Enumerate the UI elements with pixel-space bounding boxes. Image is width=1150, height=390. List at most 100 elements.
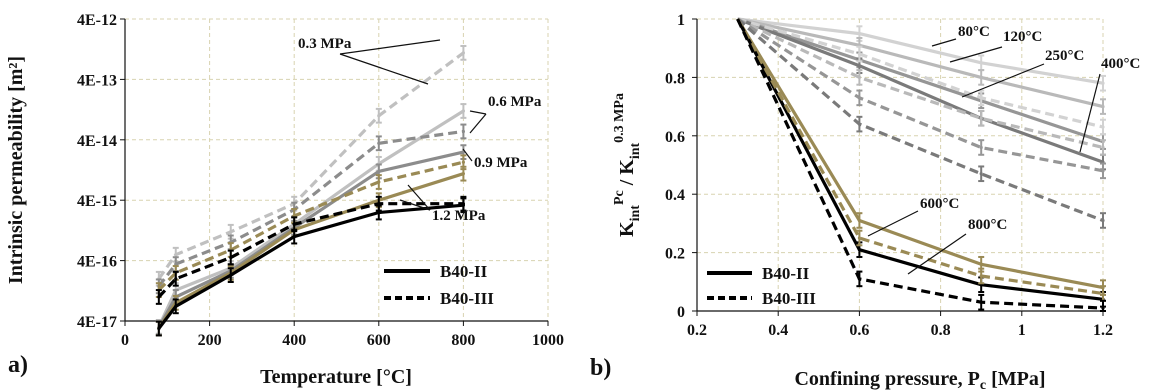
- annotation-250c: 250°C: [1045, 48, 1084, 64]
- data-point: [979, 116, 983, 120]
- series-line-b40-iii-800-c: [736, 18, 1104, 310]
- series-line-b40-ii-80-c: [737, 17, 1104, 85]
- series-line-b40-iii-0-9-mpa: [157, 160, 464, 292]
- leader-0.3mpa-b: [339, 39, 441, 55]
- x-axis-label-a: Temperature [°C]: [260, 366, 412, 388]
- y-tick-label-b: 1: [677, 12, 685, 29]
- legend-a-item-b40-ii: B40-II: [440, 262, 488, 281]
- data-point: [461, 51, 465, 55]
- data-point: [979, 172, 983, 176]
- x-tick-label-b: 0.4: [768, 322, 788, 339]
- data-point: [1101, 105, 1105, 109]
- leader-0.6mpa-b: [469, 113, 487, 134]
- x-tick-label-a: 600: [367, 332, 391, 349]
- series-line-b40-ii-1-2-mpa: [157, 203, 464, 330]
- data-point: [461, 172, 465, 176]
- annotation-0.9mpa: 0.9 MPa: [474, 155, 528, 171]
- annotation-0.6mpa: 0.6 MPa: [488, 94, 542, 110]
- x-tick-label-a: 800: [451, 332, 475, 349]
- x-axis-label-b-unit: [MPa]: [986, 368, 1045, 390]
- x-tick-label-b: 1.2: [1093, 322, 1113, 339]
- data-point: [1101, 169, 1105, 173]
- y-tick-label-b: 0.8: [665, 70, 685, 87]
- panel-label-b: b): [590, 355, 611, 381]
- data-point: [1101, 218, 1105, 223]
- y-tick-label-a: 4E-15: [77, 193, 117, 210]
- data-point: [461, 202, 465, 206]
- data-point: [979, 145, 983, 150]
- axes-b: [696, 19, 1103, 312]
- x-tick-label-a: 1000: [532, 332, 564, 349]
- x-axis-label-b: Confining pressure, Pc [MPa]: [794, 368, 1045, 390]
- panel-label-a: a): [8, 352, 28, 378]
- x-axis-label-b-main: Confining pressure, P: [794, 368, 979, 390]
- series-line-b40-iii-250-c: [736, 17, 1104, 173]
- series-line-b40-ii-400-c: [737, 17, 1104, 164]
- series-line-b40-iii-400-c: [736, 17, 1104, 222]
- series-line-b40-iii-120-c: [736, 17, 1104, 150]
- leader-250c: [961, 63, 1045, 98]
- y-tick-label-a: 4E-13: [77, 72, 117, 89]
- leader-0.6mpa-a: [469, 110, 487, 115]
- data-point: [377, 114, 381, 118]
- data-point: [979, 274, 983, 278]
- annotation-600c: 600°C: [920, 196, 959, 212]
- series-b: [736, 17, 1106, 312]
- data-point: [857, 122, 862, 126]
- x-tick-label-b: 1: [1018, 322, 1026, 339]
- legend-b-item-b40-iii: B40-III: [762, 289, 816, 308]
- panel-b: 0.2 0.4 0.6 0.8 1 1.200.20.40.60.81 80°C 120°…: [590, 12, 1140, 390]
- y-axis-label-b-k1: K: [616, 221, 638, 237]
- series-line-b40-ii-600-c: [736, 18, 1104, 290]
- data-point: [229, 255, 233, 260]
- data-point: [979, 262, 983, 266]
- data-point: [377, 210, 381, 215]
- x-tick-label-b: 0.8: [931, 322, 951, 339]
- legend-a-item-b40-iii: B40-III: [440, 289, 494, 308]
- leader-0.3mpa-a: [339, 53, 429, 85]
- y-tick-label-a: 4E-16: [77, 254, 117, 271]
- leader-80c: [931, 38, 957, 47]
- data-point: [857, 218, 862, 223]
- data-point: [174, 304, 178, 308]
- data-point: [377, 169, 381, 173]
- leader-1.2mpa-a: [407, 184, 431, 211]
- legend-b: B40-II B40-III: [707, 264, 816, 308]
- data-point: [174, 262, 178, 266]
- legend-a: B40-II B40-III: [384, 262, 494, 308]
- series-line-b40-iii-600-c: [736, 18, 1104, 296]
- series-line-b40-ii-250-c: [737, 17, 1104, 144]
- y-tick-label-b: 0.6: [665, 129, 685, 146]
- annotation-80c: 80°C: [958, 24, 990, 40]
- ticks-a: 0 200 400 600 800 1000 4E-17 4E-16 4E-15 4E-14 4E-…: [77, 12, 564, 349]
- y-tick-label-b: 0.4: [665, 187, 685, 204]
- data-point: [857, 31, 862, 36]
- series-a: [155, 44, 467, 337]
- series-line-b40-ii-0-6-mpa: [157, 150, 464, 329]
- panel-a: 0 200 400 600 800 1000 4E-17 4E-16 4E-15 4E-14 4E-…: [5, 12, 564, 388]
- data-point: [377, 180, 381, 184]
- annotation-800c: 800°C: [968, 217, 1007, 233]
- data-point: [157, 295, 161, 299]
- annotation-0.3mpa: 0.3 MPa: [298, 36, 352, 52]
- leader-1.2mpa-b: [399, 199, 431, 211]
- data-point: [979, 75, 983, 79]
- data-point: [292, 234, 296, 239]
- leader-800c: [907, 233, 967, 275]
- x-tick-label-b: 0.6: [849, 322, 869, 339]
- series-line-b40-iii-0-6-mpa: [157, 129, 464, 288]
- y-axis-label-b-k2-sub: int: [628, 142, 643, 159]
- data-point: [857, 277, 862, 281]
- y-axis-label-b-k1-sup: Pc: [612, 190, 627, 205]
- series-line-b40-iii-1-2-mpa: [157, 202, 464, 299]
- data-point: [857, 236, 862, 240]
- data-point: [292, 222, 296, 226]
- x-tick-label-a: 0: [121, 332, 129, 349]
- data-point: [1101, 125, 1105, 129]
- series-line-b40-ii-800-c: [736, 18, 1104, 301]
- leader-400c: [1079, 73, 1101, 153]
- data-point: [1101, 81, 1105, 85]
- data-point: [229, 273, 233, 277]
- data-point: [377, 202, 381, 206]
